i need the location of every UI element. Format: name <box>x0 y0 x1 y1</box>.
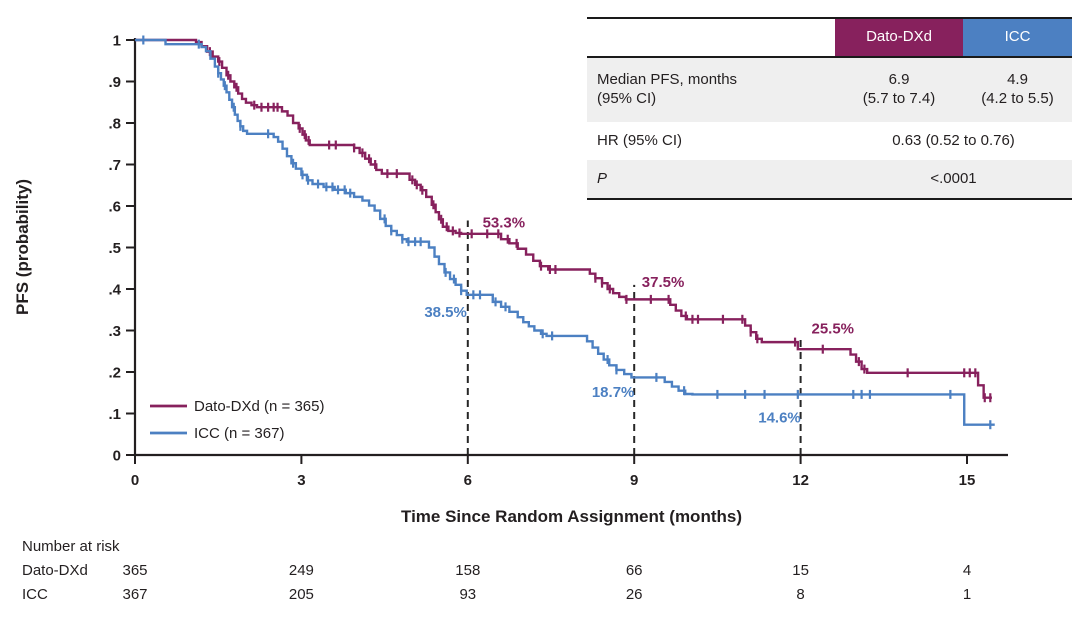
pct-label-icc: 38.5% <box>424 304 467 321</box>
x-tick-label: 3 <box>297 472 305 489</box>
median-pfs-icc-ci: (4.2 to 5.5) <box>981 90 1054 107</box>
y-tick-label: 1 <box>113 33 121 50</box>
x-tick-label: 6 <box>464 472 472 489</box>
median-pfs-icc-point: 4.9 <box>1007 71 1028 89</box>
risk-count: 4 <box>963 562 971 579</box>
stats-row-hr: HR (95% CI) 0.63 (0.52 to 0.76) <box>587 122 1072 160</box>
stats-row-median: Median PFS, months (95% CI) 6.9 (5.7 to … <box>587 58 1072 122</box>
km-curve-dato <box>135 38 992 399</box>
curve-dato <box>135 38 992 403</box>
risk-count: 365 <box>122 562 147 579</box>
hr-value: 0.63 (0.52 to 0.76) <box>892 131 1015 149</box>
median-pfs-label-line2: (95% CI) <box>597 90 657 107</box>
pct-label-dato: 25.5% <box>811 320 854 337</box>
stats-header-row: Dato-DXd ICC <box>587 19 1072 58</box>
summary-stats-table: Dato-DXd ICC Median PFS, months (95% CI)… <box>587 17 1072 200</box>
p-value: <.0001 <box>930 169 977 187</box>
y-tick-label: .8 <box>108 116 121 133</box>
median-pfs-dato-point: 6.9 <box>888 71 910 89</box>
x-tick-label: 9 <box>630 472 638 489</box>
median-pfs-label-line1: Median PFS, months <box>597 71 738 89</box>
legend-entry-label: Dato-DXd (n = 365) <box>194 398 324 415</box>
risk-count: 205 <box>289 586 314 603</box>
y-tick-label: .9 <box>108 74 121 91</box>
pct-label-dato: 53.3% <box>483 215 526 232</box>
risk-count: 26 <box>626 586 643 603</box>
hr-label: HR (95% CI) <box>597 131 683 149</box>
x-tick-label: 15 <box>959 472 976 489</box>
p-label: P <box>597 169 608 187</box>
median-pfs-dato-value: 6.9 (5.7 to 7.4) <box>835 71 963 109</box>
x-tick-label: 0 <box>131 472 139 489</box>
y-tick-label: .1 <box>108 406 121 423</box>
y-tick-label: .2 <box>108 365 121 382</box>
legend-entry-label: ICC (n = 367) <box>194 425 284 442</box>
y-tick-label: .5 <box>108 240 121 257</box>
number-at-risk-table: Number at risk Dato-DXd 365 249 158 66 15 4 ICC 3… <box>22 538 971 603</box>
risk-row-label: ICC <box>22 586 48 603</box>
y-axis-title: PFS (probability) <box>13 179 32 315</box>
risk-table-title: Number at risk <box>22 538 120 555</box>
median-pfs-dato-ci: (5.7 to 7.4) <box>862 90 936 107</box>
risk-count: 93 <box>459 586 476 603</box>
y-tick-label: .7 <box>108 157 121 174</box>
risk-count: 8 <box>796 586 804 603</box>
stats-header-dato: Dato-DXd <box>835 19 963 56</box>
y-tick-label: .6 <box>108 199 121 216</box>
x-axis-title: Time Since Random Assignment (months) <box>401 507 742 526</box>
median-pfs-label: Median PFS, months (95% CI) <box>587 71 835 109</box>
stats-header-icc: ICC <box>963 19 1072 56</box>
curve-icc <box>135 35 995 430</box>
legend: Dato-DXd (n = 365) ICC (n = 367) <box>150 398 324 442</box>
risk-count: 158 <box>455 562 480 579</box>
y-tick-label: .3 <box>108 323 121 340</box>
stats-header-spacer <box>587 19 835 56</box>
milestone-dashed-lines <box>466 220 802 455</box>
risk-count: 66 <box>626 562 643 579</box>
x-tick-label: 12 <box>792 472 809 489</box>
milestone-percent-labels: 53.3% 38.5% 37.5% 18.7% 25.5% 14.6% <box>424 215 854 427</box>
stats-row-p: P <.0001 <box>587 160 1072 198</box>
axes: 1 .9 .8 .7 .6 .5 .4 .3 .2 .1 00 3 6 9 12 15 <box>108 33 1008 489</box>
risk-row-label: Dato-DXd <box>22 562 88 579</box>
risk-count: 15 <box>792 562 809 579</box>
risk-count: 249 <box>289 562 314 579</box>
y-tick-label: 0 <box>113 448 121 465</box>
axis-titles: PFS (probability) Time Since Random Assig… <box>13 179 742 526</box>
pct-label-icc: 18.7% <box>592 384 635 401</box>
risk-count: 1 <box>963 586 971 603</box>
median-pfs-icc-value: 4.9 (4.2 to 5.5) <box>963 71 1072 109</box>
pct-label-dato: 37.5% <box>642 274 685 291</box>
pct-label-icc: 14.6% <box>758 410 801 427</box>
y-tick-label: .4 <box>108 282 121 299</box>
risk-count: 367 <box>122 586 147 603</box>
